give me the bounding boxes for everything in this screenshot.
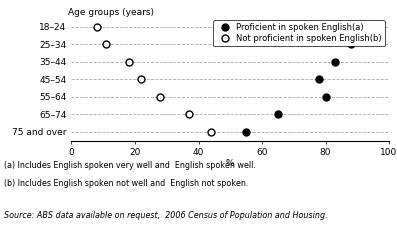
X-axis label: %: % bbox=[226, 159, 235, 168]
Text: Age groups (years): Age groups (years) bbox=[68, 8, 154, 17]
Legend: Proficient in spoken English(a), Not proficient in spoken English(b): Proficient in spoken English(a), Not pro… bbox=[214, 20, 385, 46]
Text: (b) Includes English spoken not well and  English not spoken.: (b) Includes English spoken not well and… bbox=[4, 179, 249, 188]
Text: (a) Includes English spoken very well and  English spoken well.: (a) Includes English spoken very well an… bbox=[4, 161, 256, 170]
Text: Source: ABS data available on request,  2006 Census of Population and Housing.: Source: ABS data available on request, 2… bbox=[4, 211, 328, 220]
